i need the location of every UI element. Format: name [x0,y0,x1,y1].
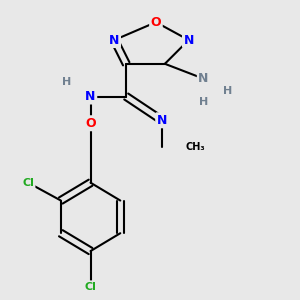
Text: O: O [85,117,96,130]
Text: N: N [85,90,96,103]
Text: N: N [157,114,167,127]
Text: Cl: Cl [85,282,97,292]
Text: N: N [109,34,119,46]
Text: Cl: Cl [22,178,34,188]
Text: N: N [184,34,194,46]
Text: H: H [199,98,208,107]
Text: O: O [151,16,161,29]
Text: H: H [223,85,232,96]
Text: CH₃: CH₃ [186,142,205,152]
Text: N: N [198,72,209,85]
Text: H: H [62,76,71,87]
